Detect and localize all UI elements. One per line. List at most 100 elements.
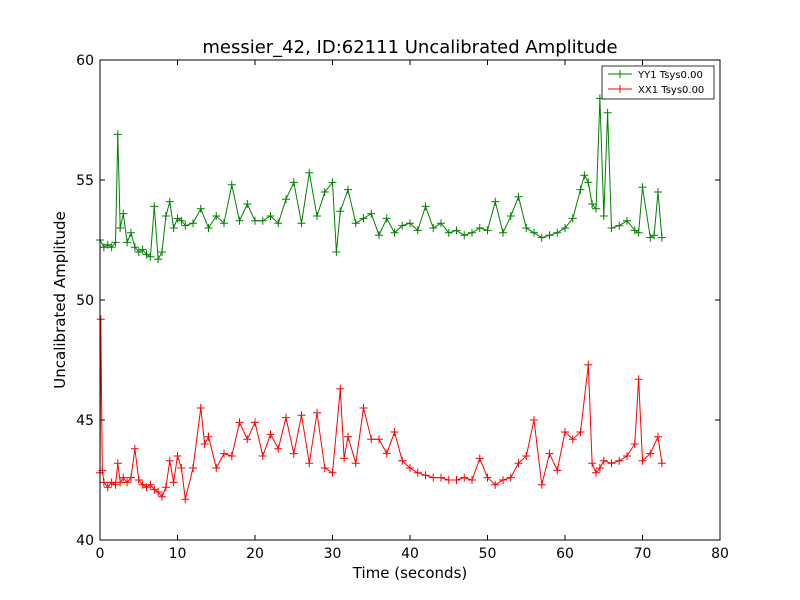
data-point-marker <box>615 456 624 465</box>
data-point-marker <box>657 459 666 468</box>
data-point-marker <box>235 216 244 225</box>
data-point-marker <box>646 449 655 458</box>
data-point-marker <box>289 449 298 458</box>
data-point-marker <box>96 315 105 324</box>
data-point-marker <box>103 483 112 492</box>
data-point-marker <box>119 209 128 218</box>
data-point-marker <box>514 459 523 468</box>
series-1 <box>96 315 666 504</box>
data-point-marker <box>398 221 407 230</box>
data-point-marker <box>561 428 569 436</box>
data-point-marker <box>483 473 492 482</box>
data-point-marker <box>119 473 128 482</box>
data-point-marker <box>568 214 577 223</box>
data-point-marker <box>351 219 360 228</box>
data-point-marker <box>491 197 500 206</box>
data-point-marker <box>437 473 445 482</box>
x-tick-label: 70 <box>634 546 652 562</box>
data-point-marker <box>169 478 178 487</box>
data-point-marker <box>630 440 639 448</box>
data-point-marker <box>158 492 166 501</box>
legend-box <box>601 65 715 100</box>
data-point-marker <box>584 178 593 187</box>
data-point-marker <box>340 454 349 463</box>
data-point-marker <box>499 228 507 237</box>
x-tick-label: 80 <box>711 546 729 562</box>
data-point-marker <box>266 430 275 439</box>
data-point-marker <box>127 228 135 237</box>
data-point-marker <box>429 224 438 232</box>
data-point-marker <box>413 468 422 477</box>
data-point-marker <box>220 449 228 458</box>
x-tick-label: 60 <box>556 546 574 562</box>
data-point-marker <box>580 171 589 180</box>
data-point-marker <box>258 452 267 460</box>
chart-title: messier_42, ID:62111 Uncalibrated Amplit… <box>202 37 617 58</box>
data-point-marker <box>406 464 414 472</box>
data-point-marker <box>588 200 597 208</box>
data-point-marker <box>274 219 283 228</box>
data-point-marker <box>561 224 569 232</box>
legend-label: YY1 Tsys0.00 <box>637 70 703 81</box>
data-point-marker <box>111 238 120 247</box>
data-point-marker <box>227 180 236 189</box>
data-point-marker <box>623 216 631 225</box>
y-tick-label: 40 <box>76 533 94 549</box>
data-point-marker <box>181 495 190 504</box>
data-point-marker <box>351 459 360 468</box>
y-tick-label: 45 <box>76 413 94 429</box>
data-point-marker <box>367 435 376 444</box>
data-point-marker <box>650 231 659 240</box>
data-point-marker <box>138 245 147 254</box>
plot-frame <box>99 59 721 541</box>
data-point-marker <box>568 435 577 444</box>
data-point-marker <box>165 456 174 465</box>
data-point-marker <box>460 231 469 240</box>
data-point-marker <box>468 228 476 237</box>
data-point-marker <box>123 238 132 247</box>
data-point-marker <box>150 202 159 211</box>
data-point-marker <box>204 224 213 232</box>
data-point-marker <box>522 452 531 460</box>
data-point-marker <box>444 228 453 237</box>
data-point-marker <box>375 231 383 240</box>
data-point-marker <box>258 216 267 225</box>
data-point-marker <box>468 476 476 484</box>
data-point-marker <box>452 476 461 484</box>
data-point-marker <box>545 231 554 240</box>
data-point-marker <box>530 416 538 424</box>
data-point-marker <box>588 459 597 468</box>
data-point-marker <box>123 478 132 487</box>
data-point-marker <box>638 456 647 465</box>
data-point-marker <box>313 408 321 417</box>
data-point-marker <box>204 432 213 441</box>
data-point-marker <box>177 216 186 225</box>
data-point-marker <box>169 224 178 232</box>
data-point-marker <box>475 454 484 463</box>
data-point-marker <box>599 456 608 465</box>
data-point-marker <box>328 178 337 187</box>
data-point-marker <box>154 488 163 496</box>
data-point-marker <box>522 224 531 232</box>
series-0 <box>96 94 666 264</box>
data-point-marker <box>305 168 314 177</box>
x-tick-label: 30 <box>324 546 342 562</box>
data-point-marker <box>452 226 461 235</box>
data-point-marker <box>367 209 376 218</box>
data-point-marker <box>413 226 422 235</box>
data-point-marker <box>398 456 407 465</box>
data-point-marker <box>328 468 337 477</box>
data-point-marker <box>320 464 329 472</box>
data-point-marker <box>390 228 399 237</box>
data-point-marker <box>212 464 221 472</box>
data-point-marker <box>506 473 515 482</box>
data-point-marker <box>243 200 252 208</box>
data-point-marker <box>444 476 453 484</box>
data-point-marker <box>130 444 139 453</box>
data-point-marker <box>599 212 608 220</box>
data-point-marker <box>491 480 500 489</box>
data-point-marker <box>196 404 205 412</box>
data-point-marker <box>437 219 445 228</box>
axis-ticks: 0 10 20 30 40 50 60 70 80 40 45 50 55 60 <box>76 53 729 562</box>
